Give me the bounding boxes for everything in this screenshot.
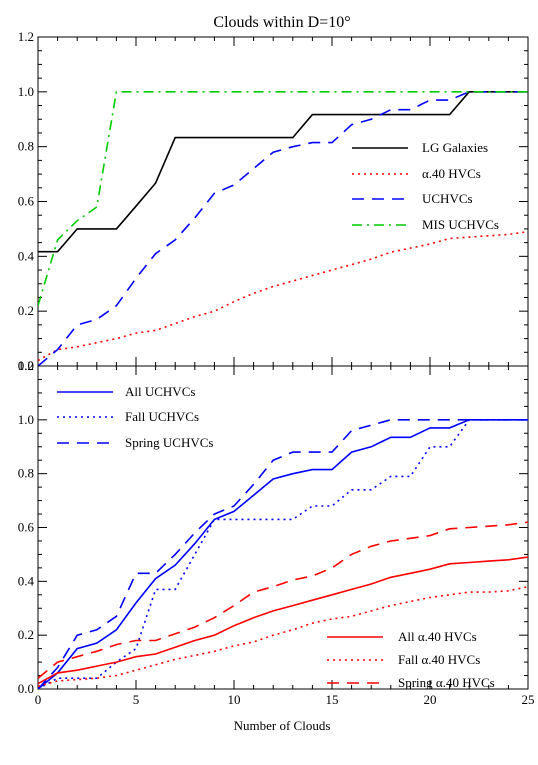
legend-label: MIS UCHVCs <box>422 217 499 232</box>
series-line-6 <box>38 521 528 679</box>
y-tick-label: 0.6 <box>18 520 35 535</box>
legend-label: All α.40 HVCs <box>398 629 477 644</box>
y-tick-label: 0.8 <box>18 466 34 481</box>
y-tick-label: 1.0 <box>18 412 34 427</box>
x-tick-label: 10 <box>228 692 241 707</box>
x-tick-label: 0 <box>35 692 42 707</box>
x-tick-label: 25 <box>522 692 535 707</box>
y-tick-label: 0.6 <box>18 194 35 209</box>
y-tick-label: 1.2 <box>18 29 34 44</box>
series-line-2 <box>38 230 528 362</box>
y-tick-label: 0.0 <box>18 358 34 373</box>
y-tick-label: 1.0 <box>18 84 34 99</box>
legend-label: Spring α.40 HVCs <box>398 675 495 690</box>
series-line-1 <box>38 418 528 689</box>
chart-title: Clouds within D=10° <box>213 14 350 31</box>
legend-label: Fall α.40 HVCs <box>398 652 480 667</box>
y-tick-label: 1.2 <box>18 358 34 373</box>
series-line-3 <box>38 91 528 366</box>
y-tick-label: 0.4 <box>18 573 35 588</box>
y-tick-label: 0.8 <box>18 139 34 154</box>
legend-label: Spring UCHVCs <box>125 435 214 450</box>
y-tick-label: 0.2 <box>18 627 34 642</box>
x-tick-label: 15 <box>326 692 339 707</box>
series-line-2 <box>38 418 528 689</box>
y-tick-label: 0.0 <box>18 681 34 696</box>
x-axis-label: Number of Clouds <box>234 718 331 733</box>
legend-label: α.40 HVCs <box>422 166 481 181</box>
x-tick-label: 20 <box>424 692 437 707</box>
top-panel: 0.0 0.2 0.4 0.6 0.8 1.0 1.2 LG Galaxies α.40 HVC… <box>18 29 529 373</box>
series-line-1 <box>38 91 528 253</box>
legend-label: Fall UCHVCs <box>125 409 199 424</box>
y-tick-label: 0.4 <box>18 248 35 263</box>
series-line-4 <box>38 91 528 306</box>
bottom-panel: 0 5 10 15 20 25 0.0 0.2 0.4 0.6 0.8 1.0 1.2 All UCHVC… <box>18 358 535 707</box>
x-tick-label: 5 <box>133 692 140 707</box>
legend-label: All UCHVCs <box>125 384 195 399</box>
legend-label: LG Galaxies <box>422 140 488 155</box>
series-line-3 <box>38 418 528 689</box>
series-line-4 <box>38 556 528 685</box>
y-tick-label: 0.2 <box>18 303 34 318</box>
legend-label: UCHVCs <box>422 191 473 206</box>
